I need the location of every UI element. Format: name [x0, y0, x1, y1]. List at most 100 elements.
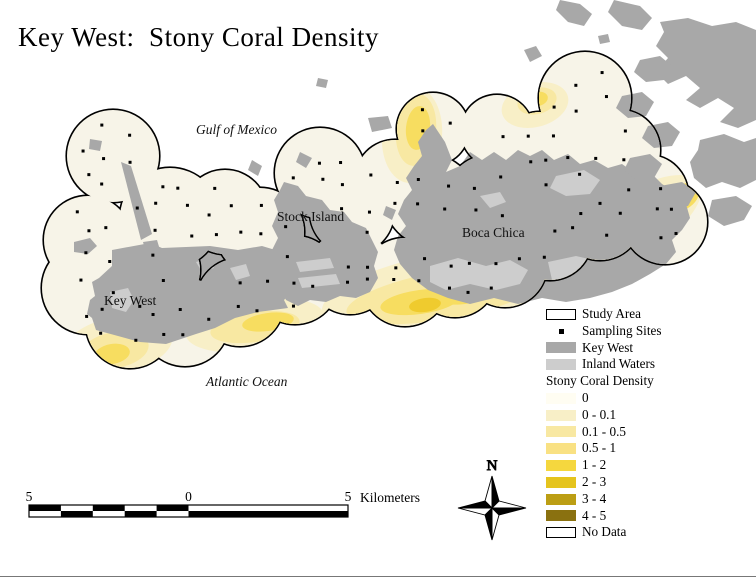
- sampling-site-dot: [317, 161, 321, 165]
- island: [624, 154, 662, 180]
- sampling-site-dot: [447, 286, 451, 290]
- sampling-site-dot: [500, 214, 504, 218]
- sampling-site-dot: [393, 201, 397, 205]
- sampling-site-dot: [392, 278, 396, 282]
- legend-swatch: [546, 409, 576, 421]
- island: [690, 134, 756, 188]
- sampling-site-dot: [501, 135, 505, 139]
- sampling-site-dot: [81, 149, 85, 153]
- sampling-site-dot: [229, 204, 233, 208]
- scale-bar-segment: [92, 505, 125, 511]
- legend-swatch: [546, 359, 576, 371]
- island: [296, 152, 312, 168]
- sampling-site-dot: [566, 156, 570, 160]
- legend-item: No Data: [546, 524, 751, 541]
- sampling-site-dot: [517, 257, 521, 261]
- sampling-site-dot: [339, 161, 343, 165]
- inland-water: [480, 192, 506, 208]
- sampling-site-dot: [207, 317, 211, 321]
- island: [272, 182, 378, 306]
- sampling-site-dot: [494, 262, 498, 266]
- legend-swatch: [546, 392, 576, 404]
- island: [656, 18, 756, 128]
- legend-item: Stony Coral Density: [546, 373, 751, 390]
- legend-swatch: [546, 426, 576, 438]
- sampling-site-dot: [259, 232, 263, 236]
- sampling-site-dot: [178, 308, 182, 312]
- sampling-site-dot: [574, 109, 578, 113]
- sampling-site-dot: [151, 253, 155, 257]
- sampling-site-dot: [499, 175, 503, 179]
- legend-item-label: 3 - 4: [582, 490, 607, 506]
- legend-item: 3 - 4: [546, 491, 751, 508]
- sampling-site-dot: [79, 278, 83, 282]
- sampling-site-dot: [255, 309, 259, 313]
- sampling-site-dot: [321, 177, 325, 181]
- legend-swatch: [546, 460, 576, 472]
- legend-swatch: [546, 510, 576, 522]
- legend-item-label: Inland Waters: [582, 356, 656, 372]
- sampling-site-dot: [369, 173, 373, 177]
- island: [383, 206, 396, 220]
- sampling-site-dot: [346, 280, 350, 284]
- sampling-site-dot: [236, 304, 240, 308]
- sampling-site-dot: [100, 182, 104, 186]
- island: [634, 56, 672, 82]
- sampling-site-dot: [207, 213, 211, 217]
- sampling-site-dot: [448, 121, 452, 125]
- sampling-site-dot: [605, 233, 609, 237]
- sampling-site-dot: [544, 183, 548, 187]
- legend-item-label: 0.1 - 0.5: [582, 423, 626, 439]
- sampling-site-dot: [239, 230, 243, 234]
- sampling-site-dot: [551, 134, 555, 138]
- sampling-site-dot: [213, 186, 217, 190]
- legend: Study Area Sampling Sites Key West Inland W…: [546, 306, 751, 541]
- label-gulf-of-mexico: Gulf of Mexico: [196, 122, 277, 137]
- sampling-site-dot: [659, 187, 663, 191]
- sampling-site-dot: [365, 277, 369, 281]
- label-stock-island: Stock Island: [277, 209, 344, 224]
- legend-item: Key West: [546, 340, 751, 357]
- sampling-site-dot: [466, 290, 470, 294]
- sampling-site-dot: [340, 183, 344, 187]
- sampling-site-dot: [153, 228, 157, 232]
- sampling-site-dot: [571, 226, 575, 230]
- sampling-site-dot: [87, 229, 91, 233]
- sampling-site-dot: [420, 108, 424, 112]
- sampling-site-dot: [467, 261, 471, 265]
- sampling-sites: [75, 71, 678, 342]
- legend-item-label: 2 - 3: [582, 473, 607, 489]
- sampling-site-dot: [104, 226, 108, 230]
- sampling-site-dot: [594, 156, 598, 160]
- sampling-site-dot: [128, 160, 132, 164]
- inland-water: [550, 170, 600, 196]
- sampling-site-dot: [154, 201, 158, 205]
- inland-water: [110, 288, 134, 312]
- scale-label-right: 5: [345, 489, 352, 504]
- label-boca-chica: Boca Chica: [462, 225, 525, 240]
- sampling-site-dot: [151, 313, 155, 317]
- sampling-site-dot: [100, 307, 104, 311]
- sampling-site-dot: [552, 105, 556, 109]
- sampling-site-dot: [99, 331, 103, 335]
- island: [248, 160, 262, 176]
- sampling-site-dot: [598, 201, 602, 205]
- sampling-site-dot: [176, 186, 180, 190]
- sampling-site-dot: [162, 332, 166, 336]
- legend-item: Sampling Sites: [546, 323, 751, 340]
- legend-item: 0.1 - 0.5: [546, 424, 751, 441]
- scale-bar-segment: [60, 511, 93, 517]
- north-arrow-icon: N: [457, 458, 527, 541]
- island: [74, 238, 97, 254]
- sampling-site-dot: [447, 184, 451, 188]
- sampling-site-dot: [366, 265, 370, 269]
- sampling-site-dot: [285, 255, 289, 259]
- study-area: [67, 110, 159, 202]
- legend-item: 4 - 5: [546, 508, 751, 525]
- island: [143, 240, 160, 253]
- scale-unit-label: Kilometers: [360, 490, 420, 505]
- sampling-site-dot: [659, 236, 663, 240]
- island: [708, 196, 752, 226]
- sampling-site-dot: [259, 203, 263, 207]
- legend-item: 1 - 2: [546, 457, 751, 474]
